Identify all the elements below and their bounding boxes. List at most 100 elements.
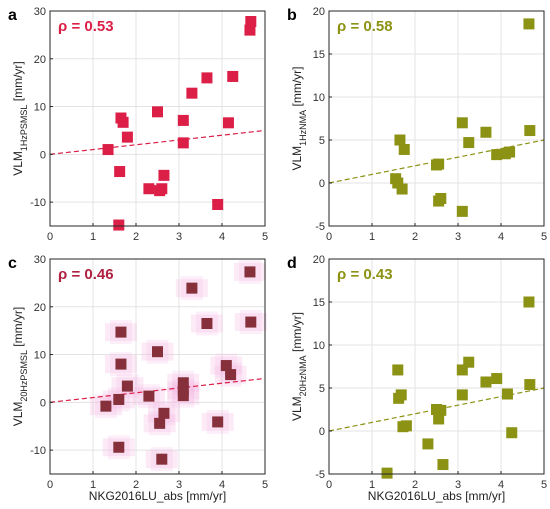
data-point [433, 413, 445, 425]
ticks: 0 1 2 3 4 5 -10 0 10 20 30 [30, 254, 268, 491]
tick-label-x: 2 [133, 231, 139, 243]
data-point [435, 404, 447, 416]
axes-frame [49, 258, 266, 475]
y-axis-label: VLM1HzPSMSL [mm/yr] [11, 61, 29, 176]
data-point [244, 24, 256, 36]
data-point [152, 106, 163, 118]
data-point [113, 393, 125, 405]
y-axis-label-main: VLM [11, 151, 25, 176]
data-point [491, 373, 503, 385]
tick-label-y: 30 [34, 6, 46, 18]
y-axis-label-unit: [mm/yr] [290, 66, 304, 109]
markers [100, 266, 257, 465]
tick-label-y: -10 [30, 445, 46, 457]
data-point [456, 205, 468, 217]
data-point [113, 441, 125, 453]
data-point [435, 192, 447, 204]
x-axis-label: NKG2016LU_abs [mm/yr] [89, 489, 226, 503]
data-point [456, 364, 468, 376]
data-point [212, 416, 224, 428]
tick-label-y: 0 [40, 149, 46, 161]
tick-label-x: 4 [498, 479, 504, 491]
data-point [463, 356, 475, 368]
tick-label-y: 0 [319, 426, 325, 438]
tick-label-y: 5 [319, 383, 325, 395]
correlation-annotation: ρ = 0.53 [58, 18, 114, 35]
data-point [480, 376, 492, 388]
tick-label-y: 15 [313, 49, 325, 61]
axes-frame [328, 10, 545, 227]
panel-c: 0 1 2 3 4 5 -10 0 10 20 30 VLM20HzPSMSL [mm/yr] c ρ =… [8, 254, 268, 491]
data-point [523, 18, 535, 30]
data-point [177, 390, 189, 402]
data-point [433, 158, 445, 170]
data-point [437, 459, 449, 471]
data-point [227, 70, 239, 82]
tick-label-x: 5 [541, 231, 547, 243]
data-point [245, 16, 257, 28]
tick-label-x: 3 [455, 231, 461, 243]
tick-label-x: 3 [176, 479, 182, 491]
y-axis-label: VLM20HzNMA [mm/yr] [290, 312, 308, 421]
tick-label-y: 0 [40, 397, 46, 409]
y-axis-label-unit: [mm/yr] [11, 307, 25, 350]
data-point [395, 389, 407, 401]
y-axis-label-unit: [mm/yr] [290, 312, 304, 355]
tick-label-y: 15 [313, 297, 325, 309]
data-point [177, 377, 189, 389]
tick-label-x: 4 [219, 231, 225, 243]
y-axis-label-subscript: 1HzPSMSL [19, 105, 29, 152]
data-point [456, 117, 468, 129]
tick-label-y: 20 [313, 6, 325, 18]
data-point [523, 296, 535, 308]
correlation-annotation: ρ = 0.46 [58, 266, 114, 283]
data-point [245, 316, 257, 328]
panel-letter: d [287, 255, 297, 272]
axes-frame [328, 258, 545, 475]
data-point [463, 137, 475, 149]
trend-line [49, 377, 266, 403]
panel-a: 0 1 2 3 4 5 -10 0 10 20 30 VLM1HzPSMSL [mm/yr] a ρ = … [8, 6, 268, 243]
data-point [394, 134, 406, 146]
trend-line [328, 139, 545, 184]
data-point [186, 87, 198, 99]
data-point [456, 389, 468, 401]
y-axis-label-subscript: 20HzNMA [298, 355, 308, 396]
tick-label-y: 10 [313, 340, 325, 352]
tick-label-x: 5 [262, 231, 268, 243]
data-point [480, 126, 492, 138]
y-axis-label-subscript: 1HzNMA [298, 110, 308, 146]
markers [381, 296, 536, 479]
data-point [115, 326, 127, 338]
tick-label-x: 1 [369, 231, 375, 243]
data-point [524, 379, 536, 391]
tick-label-x: 3 [455, 479, 461, 491]
data-point [177, 137, 189, 149]
y-axis-label: VLM1HzNMA [mm/yr] [290, 66, 308, 170]
tick-label-x: 1 [369, 479, 375, 491]
data-point [114, 166, 126, 178]
y-axis-label: VLM20HzPSMSL [mm/yr] [11, 307, 29, 427]
data-point [154, 417, 166, 429]
data-point [398, 143, 410, 155]
tick-label-x: 1 [90, 231, 96, 243]
tick-label-x: 1 [90, 479, 96, 491]
tick-label-x: 3 [176, 231, 182, 243]
data-point [186, 282, 198, 294]
plot-area [329, 259, 544, 474]
tick-label-y: 10 [34, 350, 46, 362]
y-axis-label-main: VLM [290, 146, 304, 171]
data-point [121, 131, 133, 143]
tick-label-x: 2 [133, 479, 139, 491]
tick-label-y: 20 [34, 302, 46, 314]
tick-label-x: 0 [47, 231, 53, 243]
data-point [117, 116, 129, 128]
data-point [524, 125, 536, 137]
data-point [212, 199, 224, 210]
tick-label-y: -5 [315, 469, 325, 481]
